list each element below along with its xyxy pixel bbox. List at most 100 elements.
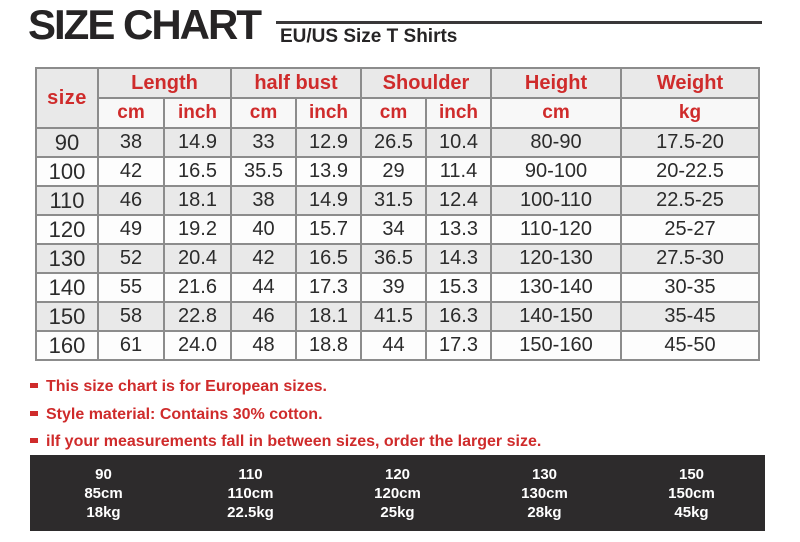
table-header-groups: size Length half bust Shoulder Height We… <box>35 67 760 129</box>
note-item: This size chart is for European sizes. <box>30 377 541 396</box>
col-header-height: Height <box>490 67 622 99</box>
table-row: 150 58 22.8 46 18.1 41.5 16.3 140-150 35… <box>35 301 760 332</box>
value-cell: 35-45 <box>620 301 760 332</box>
footer-weight: 22.5kg <box>227 503 274 521</box>
value-cell: 22.5-25 <box>620 185 760 216</box>
value-cell: 14.9 <box>163 127 232 158</box>
value-cell: 110-120 <box>490 214 622 245</box>
unit-shoulder-cm: cm <box>360 97 427 129</box>
footer-column: 90 85cm 18kg <box>30 465 177 522</box>
value-cell: 13.3 <box>425 214 492 245</box>
value-cell: 16.3 <box>425 301 492 332</box>
value-cell: 42 <box>97 156 165 187</box>
value-cell: 22.8 <box>163 301 232 332</box>
value-cell: 49 <box>97 214 165 245</box>
value-cell: 38 <box>97 127 165 158</box>
value-cell: 52 <box>97 243 165 274</box>
size-table: size Length half bust Shoulder Height We… <box>35 67 760 361</box>
note-text: Style material: Contains 30% cotton. <box>46 405 323 423</box>
footer-size: 120 <box>384 465 411 483</box>
value-cell: 33 <box>230 127 297 158</box>
value-cell: 42 <box>230 243 297 274</box>
footer-height: 130cm <box>521 484 568 502</box>
footer-column: 120 120cm 25kg <box>324 465 471 522</box>
table-header-units: cm inch cm inch cm inch cm kg <box>36 97 760 129</box>
value-cell: 27.5-30 <box>620 243 760 274</box>
value-cell: 29 <box>360 156 427 187</box>
value-cell: 58 <box>97 301 165 332</box>
footer-height: 85cm <box>84 484 123 502</box>
size-cell: 90 <box>35 127 99 158</box>
footer-size: 110 <box>238 465 263 483</box>
col-header-shoulder: Shoulder <box>360 67 492 99</box>
value-cell: 150-160 <box>490 330 622 361</box>
unit-shoulder-inch: inch <box>425 97 492 129</box>
value-cell: 120-130 <box>490 243 622 274</box>
value-cell: 17.3 <box>295 272 362 303</box>
value-cell: 10.4 <box>425 127 492 158</box>
notes-list: This size chart is for European sizes. S… <box>30 377 541 460</box>
value-cell: 36.5 <box>360 243 427 274</box>
value-cell: 18.8 <box>295 330 362 361</box>
value-cell: 13.9 <box>295 156 362 187</box>
footer-size: 90 <box>95 465 112 483</box>
col-header-half-bust: half bust <box>230 67 362 99</box>
value-cell: 40 <box>230 214 297 245</box>
value-cell: 90-100 <box>490 156 622 187</box>
value-cell: 61 <box>97 330 165 361</box>
table-row: 160 61 24.0 48 18.8 44 17.3 150-160 45-5… <box>35 330 760 361</box>
table-row: 110 46 18.1 38 14.9 31.5 12.4 100-110 22… <box>35 185 760 216</box>
table-row: 100 42 16.5 35.5 13.9 29 11.4 90-100 20-… <box>35 156 760 187</box>
value-cell: 39 <box>360 272 427 303</box>
value-cell: 41.5 <box>360 301 427 332</box>
table-row: 120 49 19.2 40 15.7 34 13.3 110-120 25-2… <box>35 214 760 245</box>
value-cell: 17.5-20 <box>620 127 760 158</box>
footer-height: 150cm <box>668 484 715 502</box>
value-cell: 19.2 <box>163 214 232 245</box>
unit-weight-kg: kg <box>620 97 760 129</box>
note-text: ilf your measurements fall in between si… <box>46 433 542 450</box>
value-cell: 18.1 <box>295 301 362 332</box>
value-cell: 12.4 <box>425 185 492 216</box>
table-row: 130 52 20.4 42 16.5 36.5 14.3 120-130 27… <box>35 243 760 274</box>
footer-column: 150 150cm 45kg <box>618 465 765 522</box>
note-item: ilf your measurements fall in between si… <box>30 432 541 451</box>
unit-height-cm: cm <box>490 97 622 129</box>
value-cell: 21.6 <box>163 272 232 303</box>
value-cell: 44 <box>230 272 297 303</box>
unit-length-cm: cm <box>97 97 165 129</box>
value-cell: 16.5 <box>163 156 232 187</box>
page-subtitle: EU/US Size T Shirts <box>280 26 458 47</box>
note-item: Style material: Contains 30% cotton. <box>30 405 541 424</box>
value-cell: 12.9 <box>295 127 362 158</box>
title-rule: EU/US Size T Shirts <box>276 21 762 48</box>
value-cell: 130-140 <box>490 272 622 303</box>
size-cell: 140 <box>35 272 99 303</box>
size-cell: 100 <box>35 156 99 187</box>
value-cell: 35.5 <box>230 156 297 187</box>
size-cell: 130 <box>35 243 99 274</box>
footer-height: 110cm <box>227 484 274 502</box>
value-cell: 46 <box>97 185 165 216</box>
value-cell: 45-50 <box>620 330 760 361</box>
table-row: 90 38 14.9 33 12.9 26.5 10.4 80-90 17.5-… <box>35 127 760 158</box>
note-text: This size chart is for European sizes. <box>46 378 327 395</box>
value-cell: 14.3 <box>425 243 492 274</box>
value-cell: 24.0 <box>163 330 232 361</box>
footer-weight: 28kg <box>527 503 562 521</box>
footer-height: 120cm <box>374 484 421 502</box>
value-cell: 20-22.5 <box>620 156 760 187</box>
table-row: 140 55 21.6 44 17.3 39 15.3 130-140 30-3… <box>35 272 760 303</box>
value-cell: 14.9 <box>295 185 362 216</box>
value-cell: 15.7 <box>295 214 362 245</box>
footer-size: 130 <box>531 465 558 483</box>
value-cell: 46 <box>230 301 297 332</box>
unit-bust-inch: inch <box>295 97 362 129</box>
col-header-size: size <box>35 67 99 129</box>
value-cell: 140-150 <box>490 301 622 332</box>
bullet-icon <box>30 438 38 443</box>
value-cell: 48 <box>230 330 297 361</box>
value-cell: 25-27 <box>620 214 760 245</box>
value-cell: 15.3 <box>425 272 492 303</box>
